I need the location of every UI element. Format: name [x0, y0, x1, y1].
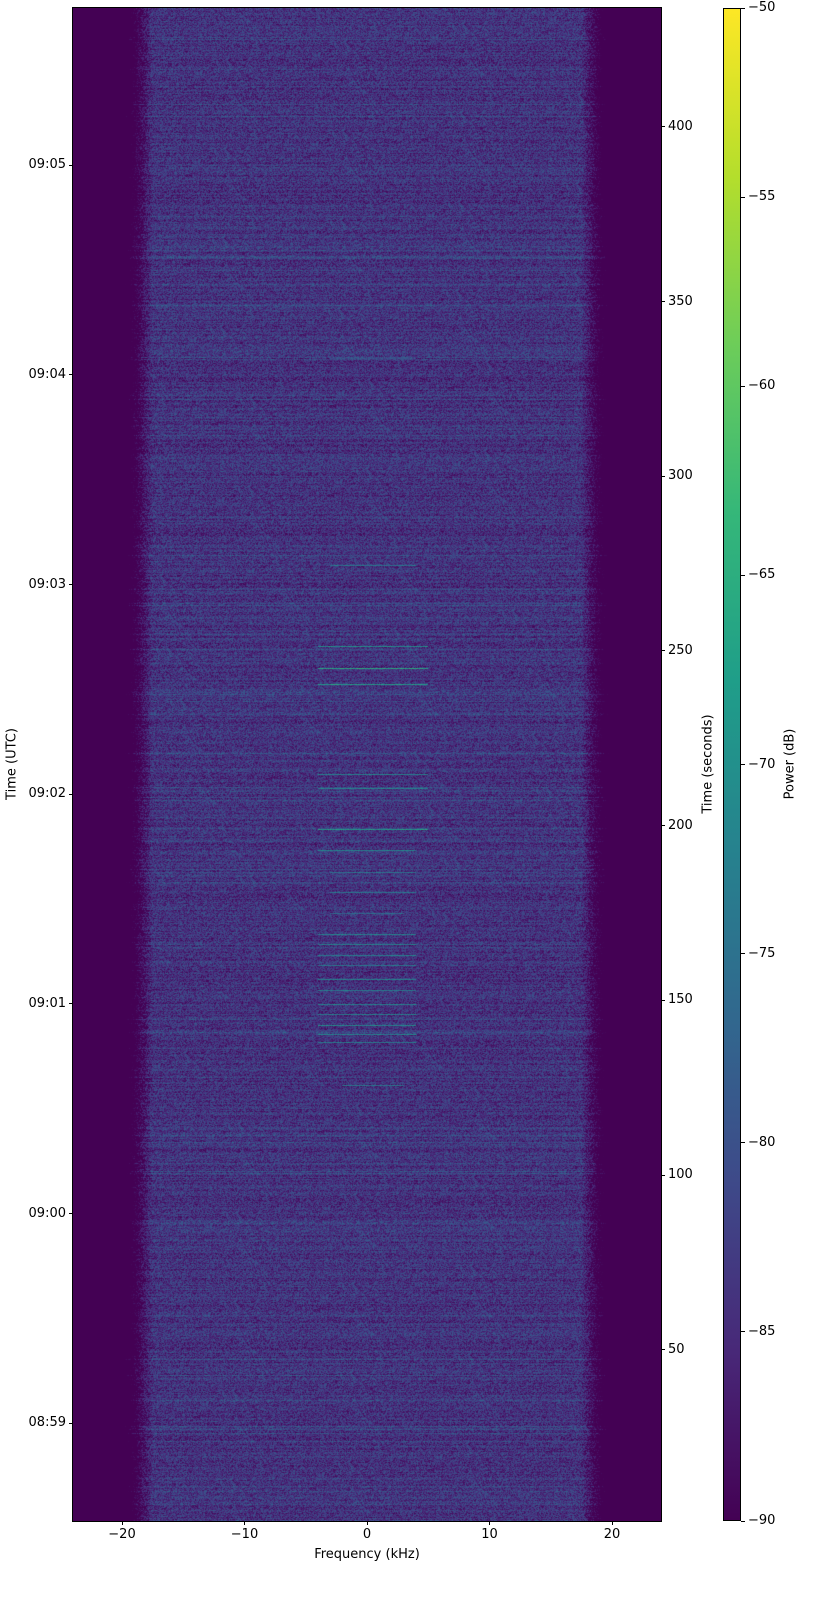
- right-y-tick-label: 50: [668, 1341, 685, 1357]
- right-y-tick-label: 100: [668, 1167, 693, 1183]
- right-y-tick: [661, 1349, 665, 1351]
- colorbar-tick: [741, 1142, 745, 1144]
- x-tick-label: 20: [603, 1527, 621, 1542]
- left-y-tick-label: 09:04: [28, 366, 66, 382]
- left-y-tick: [69, 164, 73, 166]
- left-y-tick-label: 08:59: [28, 1415, 66, 1431]
- colorbar-tick-label: −90: [748, 1513, 776, 1528]
- right-y-tick: [661, 475, 665, 477]
- colorbar-tick-label: −80: [748, 1134, 776, 1150]
- left-y-tick: [69, 1003, 73, 1005]
- left-y-tick: [69, 1213, 73, 1214]
- spectrogram-image: [73, 8, 661, 1521]
- colorbar-label: Power (dB): [782, 728, 798, 800]
- left-y-tick-label: 09:03: [28, 576, 66, 592]
- left-y-tick-label: 09:05: [28, 157, 66, 173]
- right-y-tick-label: 150: [668, 992, 693, 1008]
- x-axis-label: Frequency (kHz): [314, 1547, 420, 1562]
- colorbar-tick: [741, 7, 745, 9]
- x-tick: [121, 1521, 123, 1525]
- colorbar-tick-label: −75: [748, 945, 776, 961]
- right-y-tick: [661, 825, 665, 827]
- x-tick: [244, 1521, 245, 1525]
- left-y-axis-label: Time (UTC): [4, 728, 20, 800]
- left-y-tick: [69, 793, 73, 795]
- colorbar-tick-label: −70: [748, 756, 776, 772]
- x-tick: [611, 1521, 613, 1525]
- x-tick-label: 10: [481, 1527, 498, 1542]
- right-y-tick-label: 400: [668, 118, 693, 134]
- x-tick: [489, 1521, 490, 1525]
- right-y-tick-label: 200: [668, 817, 693, 833]
- spectrogram-plot: [73, 8, 661, 1521]
- x-tick-label: 0: [362, 1527, 372, 1542]
- right-y-tick: [661, 301, 665, 302]
- left-y-tick: [69, 584, 73, 586]
- right-y-tick: [661, 650, 665, 652]
- colorbar-tick: [741, 196, 745, 198]
- x-tick-label: −10: [230, 1527, 259, 1542]
- colorbar-tick-label: −50: [748, 0, 776, 15]
- left-y-tick-label: 09:00: [28, 1205, 66, 1221]
- x-tick: [366, 1521, 368, 1525]
- x-tick-label: −20: [108, 1527, 136, 1542]
- right-y-tick-label: 350: [668, 293, 693, 309]
- right-y-tick: [661, 999, 665, 1001]
- colorbar-tick: [741, 385, 745, 387]
- colorbar-tick: [741, 764, 745, 765]
- colorbar-tick-label: −65: [748, 567, 776, 583]
- colorbar: [723, 8, 741, 1521]
- right-y-tick: [661, 1174, 665, 1176]
- right-y-tick: [661, 126, 665, 128]
- left-y-tick: [69, 374, 73, 376]
- left-y-tick: [69, 1422, 73, 1424]
- right-y-axis-label: Time (seconds): [700, 714, 716, 814]
- colorbar-tick-label: −60: [748, 378, 776, 394]
- colorbar-tick: [741, 1520, 745, 1522]
- right-y-tick-label: 250: [668, 642, 693, 658]
- left-y-tick-label: 09:01: [28, 995, 66, 1011]
- colorbar-tick: [741, 953, 745, 955]
- colorbar-tick-label: −85: [748, 1323, 776, 1339]
- colorbar-tick: [741, 1331, 745, 1333]
- colorbar-tick-label: −55: [748, 189, 776, 205]
- right-y-tick-label: 300: [668, 468, 693, 484]
- colorbar-tick: [741, 574, 745, 576]
- left-y-tick-label: 09:02: [28, 786, 66, 802]
